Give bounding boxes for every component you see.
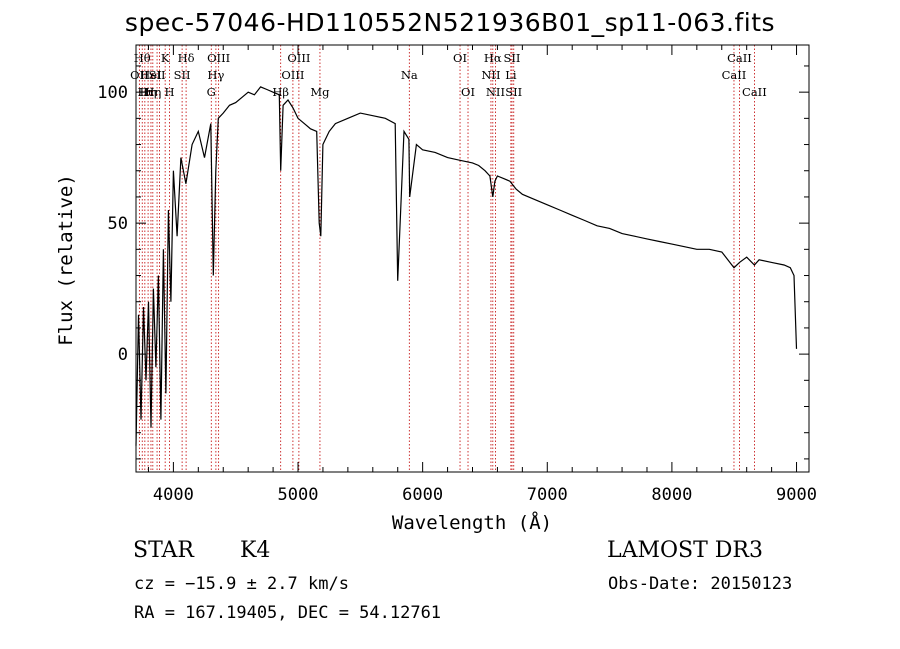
line-marker-label-30: CaII — [742, 85, 767, 99]
line-marker-label-10: SII — [174, 68, 191, 82]
line-markers-group — [138, 45, 755, 472]
line-marker-label-14: OIII — [207, 51, 230, 65]
y-axis-label: Flux (relative) — [55, 174, 77, 346]
plot-frame — [135, 44, 810, 473]
x-tick-label-8000: 8000 — [651, 485, 692, 505]
line-marker-label-28: CaII — [722, 68, 747, 82]
line-marker-label-22: NII — [481, 68, 500, 82]
y-tick-label-0: 0 — [118, 345, 128, 365]
object-class: STAR — [133, 538, 194, 563]
line-marker-label-17: OIII — [287, 51, 310, 65]
ra-dec-coordinates: RA = 167.19405, DEC = 54.12761 — [134, 603, 442, 623]
line-marker-label-11: Hδ — [178, 51, 195, 65]
line-marker-label-27: SII — [505, 85, 522, 99]
x-tick-label-7000: 7000 — [527, 485, 568, 505]
object-subclass: K4 — [240, 538, 271, 563]
y-tick-label-100: 100 — [97, 83, 128, 103]
spectrum-line — [135, 86, 798, 446]
line-marker-label-6: SII — [149, 68, 166, 82]
line-marker-label-19: Na — [401, 68, 418, 82]
line-marker-labels: OIIHθHιHηHeIHηSIIKHSIIHδGHγOIIIHβOIIIOII… — [130, 51, 767, 99]
y-tick-labels: 0 50 100 — [97, 83, 128, 365]
x-axis-label: Wavelength (Å) — [392, 511, 552, 534]
line-marker-label-25: Li — [505, 68, 517, 82]
line-marker-label-18: Mg — [310, 85, 330, 99]
line-marker-label-21: OI — [461, 85, 475, 99]
line-marker-label-16: OIII — [281, 68, 304, 82]
line-marker-label-23: Hα — [484, 51, 502, 65]
line-marker-label-8: K — [161, 51, 170, 65]
redshift-cz: cz = −15.9 ± 2.7 km/s — [134, 574, 349, 594]
x-tick-label-5000: 5000 — [278, 485, 319, 505]
line-marker-label-4: HeI — [140, 68, 161, 82]
line-marker-label-1: Hθ — [134, 51, 151, 65]
x-tick-label-4000: 4000 — [153, 485, 194, 505]
x-axis-ticks — [147, 45, 798, 472]
line-marker-label-26: SII — [504, 51, 521, 65]
observation-date: Obs-Date: 20150123 — [608, 574, 793, 594]
line-marker-label-12: G — [207, 85, 216, 99]
line-marker-label-13: Hγ — [207, 68, 224, 82]
line-marker-label-9: H — [165, 85, 175, 99]
line-marker-label-29: CaII — [727, 51, 752, 65]
x-tick-label-6000: 6000 — [402, 485, 443, 505]
x-tick-labels: 4000 5000 6000 7000 8000 9000 — [153, 485, 817, 505]
line-marker-label-24: NII — [486, 85, 505, 99]
chart-title: spec-57046-HD110552N521936B01_sp11-063.f… — [124, 8, 776, 37]
line-marker-label-5: Hη — [144, 85, 161, 99]
survey-name: LAMOST DR3 — [607, 538, 763, 563]
line-marker-label-0: OII — [130, 68, 149, 82]
line-marker-label-20: OI — [453, 51, 467, 65]
y-axis-ticks — [136, 65, 809, 460]
y-tick-label-50: 50 — [108, 214, 128, 234]
line-marker-label-15: Hβ — [272, 85, 289, 99]
x-tick-label-9000: 9000 — [776, 485, 817, 505]
line-marker-label-3: Hη — [140, 85, 157, 99]
